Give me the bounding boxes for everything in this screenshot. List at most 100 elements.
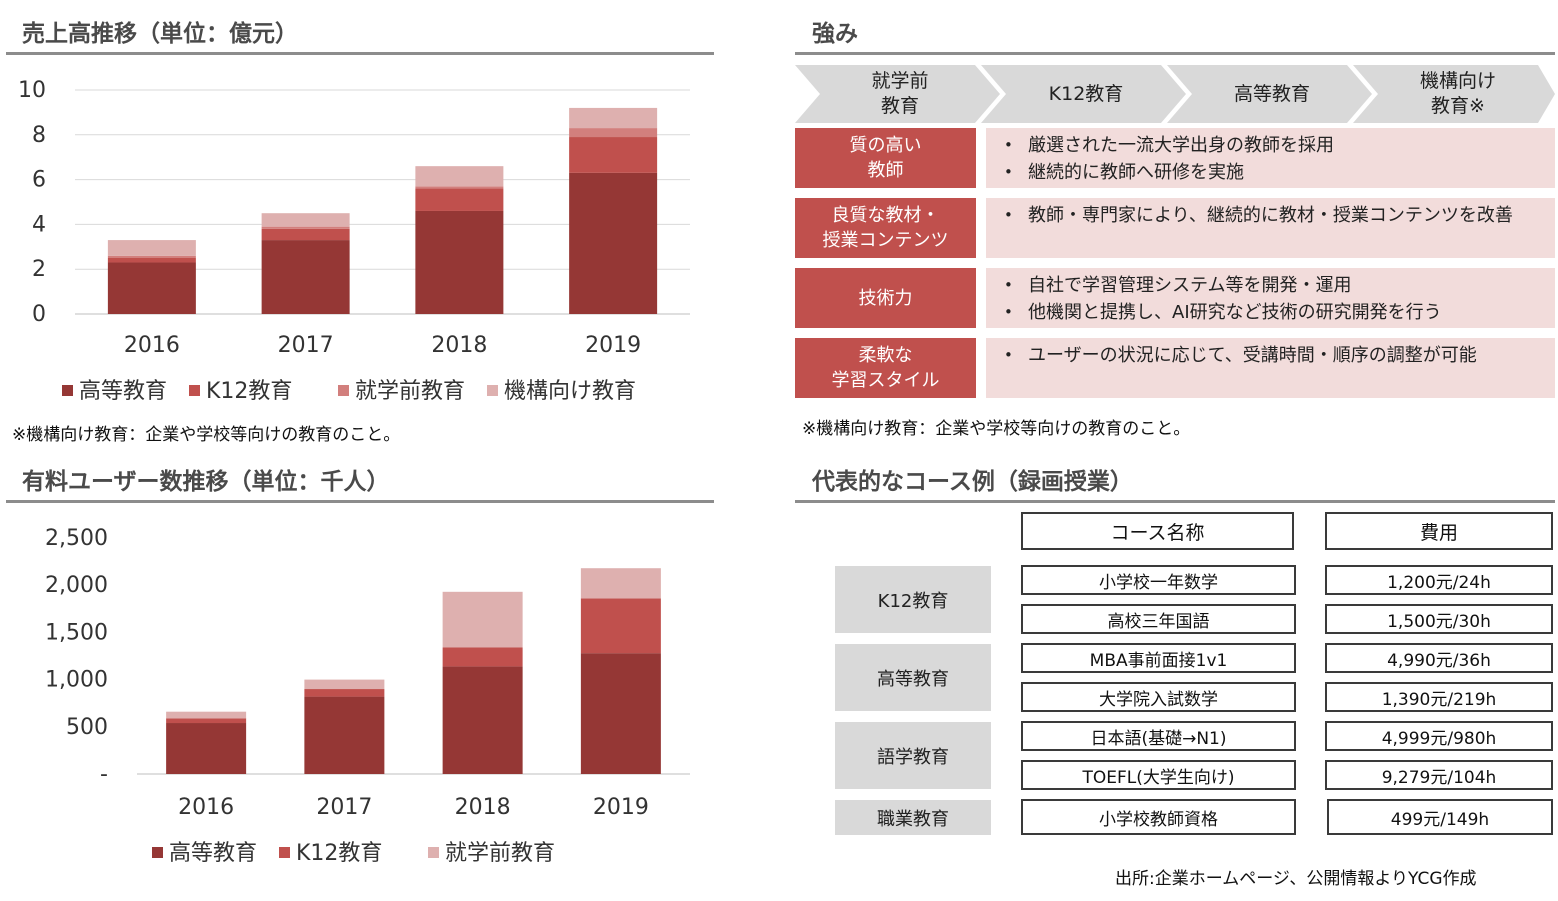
chevron-label-institution: 機構向け 教育※ xyxy=(1419,70,1496,117)
course-price-cell: 4,999元/980h xyxy=(1325,721,1553,751)
legend-label: 高等教育 xyxy=(169,841,257,866)
y-tick-label: 1,000 xyxy=(45,668,108,693)
strength-body-materials: 教師・専門家により、継続的に教材・授業コンテンツを改善 xyxy=(986,198,1555,258)
bar-segment xyxy=(166,718,247,724)
courses-title: 代表的なコース例（録画授業） xyxy=(812,469,1133,495)
users-chart: - 500 1,000 1,500 2,000 2,500 2016 2017 2018 2019… xyxy=(45,526,690,866)
users-title-rule xyxy=(6,500,714,503)
y-tick-label: 4 xyxy=(32,212,46,237)
courses-title-rule xyxy=(795,500,1555,503)
course-name-cell: TOEFL(大学生向け) xyxy=(1021,760,1296,790)
source-note: 出所:企業ホームページ、公開情報よりYCG作成 xyxy=(1115,869,1477,889)
bar-segment xyxy=(304,696,385,774)
bar-segment xyxy=(107,262,196,314)
revenue-note: ※機構向け教育：企業や学校等向けの教育のこと。 xyxy=(12,425,401,445)
bar-segment xyxy=(261,226,350,229)
strength-body-teachers: 厳選された一流大学出身の教師を採用 継続的に教師へ研修を実施 xyxy=(986,128,1555,188)
users-title: 有料ユーザー数推移（単位：千人） xyxy=(22,469,390,495)
course-name-cell: 小学校一年数学 xyxy=(1021,565,1296,595)
legend-label: 機構向け教育 xyxy=(504,379,636,404)
bar-segment xyxy=(569,137,658,173)
legend-swatch xyxy=(338,385,349,396)
x-tick-label: 2017 xyxy=(316,795,372,820)
y-tick-label: 2,000 xyxy=(45,573,108,598)
bar-segment xyxy=(304,689,385,697)
y-tick-label: 10 xyxy=(18,78,46,103)
chevron-label-higher: 高等教育 xyxy=(1233,82,1310,105)
strength-item: 教師・専門家により、継続的に教材・授業コンテンツを改善 xyxy=(1004,202,1545,229)
strength-label-teachers: 質の高い 教師 xyxy=(795,128,976,188)
bar-segment xyxy=(107,258,196,263)
y-tick-label: 2 xyxy=(32,257,46,282)
chevron-label-k12: K12教育 xyxy=(1048,82,1124,105)
bar-segment xyxy=(304,679,385,690)
y-tick-label: 1,500 xyxy=(45,620,108,645)
bar-segment xyxy=(107,240,196,256)
chevron-shape-k12 xyxy=(981,65,1186,123)
strength-body-technology: 自社で学習管理システム等を開発・運用 他機関と提携し、AI研究など技術の研究開発… xyxy=(986,268,1555,328)
y-tick-label: 2,500 xyxy=(45,526,108,551)
bar-segment xyxy=(261,240,350,314)
bar-segment xyxy=(442,591,523,648)
chevron-shape-institution xyxy=(1353,65,1555,123)
bar-segment xyxy=(261,213,350,227)
strength-item: 他機関と提携し、AI研究など技術の研究開発を行う xyxy=(1004,299,1545,326)
legend-swatch xyxy=(62,385,73,396)
course-price-cell: 4,990元/36h xyxy=(1325,643,1553,673)
bar-segment xyxy=(415,166,504,187)
strength-item: 自社で学習管理システム等を開発・運用 xyxy=(1004,272,1545,299)
course-price-header: 費用 xyxy=(1325,512,1553,550)
bar-segment xyxy=(415,210,504,314)
course-price-cell: 9,279元/104h xyxy=(1325,760,1553,790)
course-price-cell: 1,390元/219h xyxy=(1325,682,1553,712)
bar-segment xyxy=(415,188,504,211)
y-tick-label: 8 xyxy=(32,123,46,148)
course-category-higher: 高等教育 xyxy=(835,644,991,711)
strengths-title-rule xyxy=(795,52,1555,55)
course-name-cell: 日本語(基礎→N1) xyxy=(1021,721,1296,751)
chevron-label-preschool: 就学前 教育 xyxy=(871,70,929,117)
course-category-k12: K12教育 xyxy=(835,566,991,633)
course-price-cell: 1,500元/30h xyxy=(1325,604,1553,634)
legend-label: K12教育 xyxy=(206,379,292,404)
legend-swatch xyxy=(428,847,439,858)
bar-segment xyxy=(261,228,350,241)
course-name-cell: MBA事前面接1v1 xyxy=(1021,643,1296,673)
legend-swatch xyxy=(487,385,498,396)
course-category-language: 語学教育 xyxy=(835,722,991,789)
x-tick-label: 2017 xyxy=(278,333,334,358)
bar-segment xyxy=(580,568,661,599)
x-tick-label: 2018 xyxy=(455,795,511,820)
strength-item: 厳選された一流大学出身の教師を採用 xyxy=(1004,132,1545,159)
bar-segment xyxy=(569,107,658,129)
legend-swatch xyxy=(279,847,290,858)
bar-segment xyxy=(166,723,247,774)
bar-segment xyxy=(580,653,661,774)
legend-swatch xyxy=(152,847,163,858)
strengths-title: 強み xyxy=(812,21,858,47)
strength-label-technology: 技術力 xyxy=(795,268,976,328)
bar-segment xyxy=(107,255,196,258)
bar-segment xyxy=(442,647,523,667)
course-name-cell: 大学院入試数学 xyxy=(1021,682,1296,712)
x-tick-label: 2018 xyxy=(431,333,487,358)
course-name-header: コース名称 xyxy=(1021,512,1294,550)
y-tick-label: 0 xyxy=(32,302,46,327)
bar-segment xyxy=(415,186,504,189)
legend-swatch xyxy=(189,385,200,396)
bar-segment xyxy=(580,598,661,654)
course-price-cell: 499元/149h xyxy=(1327,799,1553,835)
bar-segment xyxy=(569,128,658,138)
legend-label: 高等教育 xyxy=(79,379,167,404)
bar-segment xyxy=(442,666,523,774)
bar-segment xyxy=(569,172,658,314)
x-tick-label: 2016 xyxy=(124,333,180,358)
strength-item: ユーザーの状況に応じて、受講時間・順序の調整が可能 xyxy=(1004,342,1545,369)
course-name-cell: 高校三年国語 xyxy=(1021,604,1296,634)
legend-label: K12教育 xyxy=(296,841,382,866)
bar-segment xyxy=(166,711,247,719)
strengths-note: ※機構向け教育：企業や学校等向けの教育のこと。 xyxy=(802,419,1191,439)
revenue-title-rule xyxy=(6,52,714,55)
x-tick-label: 2019 xyxy=(593,795,649,820)
y-tick-label: 6 xyxy=(32,168,46,193)
